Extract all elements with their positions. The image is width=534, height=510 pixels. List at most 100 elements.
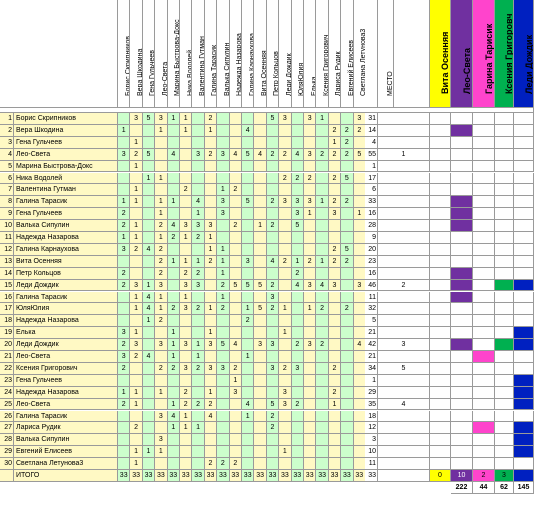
row-number[interactable]: 29 [0, 446, 14, 459]
column-header[interactable]: Надежда Назарова [229, 0, 242, 108]
score-cell[interactable]: 4 [242, 124, 255, 137]
score-cell[interactable] [118, 410, 131, 423]
score-cell[interactable]: 3 [155, 279, 168, 292]
score-cell[interactable]: 1 [167, 113, 180, 125]
score-cell[interactable] [142, 160, 156, 173]
score-cell[interactable]: 1 [130, 220, 143, 232]
score-cell[interactable]: 1 [180, 113, 193, 125]
row-name[interactable]: Гена Гульчеев [14, 208, 118, 221]
score-cell[interactable]: 5 [242, 148, 255, 161]
score-cell[interactable] [118, 291, 131, 304]
mark-cell[interactable] [451, 208, 473, 221]
sum-header[interactable] [365, 0, 378, 108]
score-cell[interactable] [242, 291, 255, 304]
row-sum[interactable]: 35 [365, 398, 378, 411]
mark-cell[interactable] [473, 398, 495, 411]
score-cell[interactable] [328, 458, 342, 470]
score-cell[interactable]: 3 [155, 434, 168, 447]
mark-cell[interactable] [495, 362, 514, 375]
total-cell[interactable]: 33 [242, 470, 255, 482]
total-label[interactable]: ИТОГО [14, 470, 118, 482]
row-number[interactable]: 30 [0, 458, 14, 470]
total-cell[interactable]: 33 [130, 470, 143, 482]
mark-cell[interactable] [514, 243, 534, 256]
mark-cell[interactable] [473, 124, 495, 137]
score-cell[interactable] [316, 386, 329, 399]
column-header[interactable]: Марина Быстрова-Докс [167, 0, 180, 108]
mark-cell[interactable] [473, 113, 495, 125]
row-name[interactable]: Марина Быстрова-Докс [14, 160, 118, 173]
score-cell[interactable] [254, 398, 267, 411]
score-cell[interactable] [167, 291, 180, 304]
score-cell[interactable]: 2 [242, 315, 255, 328]
score-cell[interactable] [167, 208, 180, 221]
mark-cell[interactable] [514, 172, 534, 185]
score-cell[interactable]: 4 [266, 255, 280, 268]
score-cell[interactable]: 1 [192, 339, 205, 351]
mark-cell[interactable] [451, 422, 473, 435]
mark-cell[interactable] [451, 339, 473, 351]
mark-cell[interactable] [451, 136, 473, 149]
summary-total[interactable]: 3 [495, 470, 514, 482]
mark-cell[interactable] [473, 386, 495, 399]
score-cell[interactable] [242, 267, 255, 280]
mark-cell[interactable] [473, 291, 495, 304]
score-cell[interactable] [180, 458, 193, 470]
mark-cell[interactable] [430, 446, 451, 459]
score-cell[interactable] [328, 410, 342, 423]
score-cell[interactable]: 1 [180, 291, 193, 304]
score-cell[interactable] [217, 124, 230, 137]
score-cell[interactable] [266, 232, 280, 244]
mark-cell[interactable] [473, 374, 495, 387]
score-cell[interactable] [167, 184, 180, 197]
score-cell[interactable]: 1 [279, 303, 292, 316]
score-cell[interactable] [142, 196, 156, 209]
score-cell[interactable] [254, 434, 267, 447]
column-header[interactable]: Леди Дождик [279, 0, 292, 108]
score-cell[interactable] [279, 410, 292, 423]
score-cell[interactable]: 1 [279, 446, 292, 459]
row-place[interactable]: 4 [378, 398, 430, 411]
score-cell[interactable]: 3 [291, 362, 304, 375]
score-cell[interactable] [254, 410, 267, 423]
mark-cell[interactable] [430, 136, 451, 149]
mark-cell[interactable] [514, 124, 534, 137]
mark-cell[interactable] [495, 113, 514, 125]
column-header[interactable]: Галина Тарасик [204, 0, 218, 108]
bottom-total[interactable]: 44 [473, 481, 495, 494]
score-cell[interactable]: 2 [204, 113, 218, 125]
mark-cell[interactable] [473, 255, 495, 268]
score-cell[interactable] [328, 267, 342, 280]
mark-cell[interactable] [495, 315, 514, 328]
row-number[interactable]: 1 [0, 113, 14, 125]
mark-cell[interactable] [430, 327, 451, 340]
column-header[interactable]: Гена Гульчеев [142, 0, 156, 108]
bottom-total[interactable]: 222 [451, 481, 473, 494]
row-place[interactable] [378, 303, 430, 316]
score-cell[interactable]: 4 [254, 148, 267, 161]
score-cell[interactable]: 2 [167, 303, 180, 316]
score-cell[interactable] [304, 351, 317, 363]
score-cell[interactable] [304, 374, 317, 387]
score-cell[interactable]: 3 [328, 279, 342, 292]
score-cell[interactable] [279, 315, 292, 328]
score-cell[interactable] [180, 446, 193, 459]
mark-cell[interactable] [495, 148, 514, 161]
score-cell[interactable] [192, 327, 205, 340]
score-cell[interactable] [266, 351, 280, 363]
score-cell[interactable] [304, 184, 317, 197]
score-cell[interactable] [328, 232, 342, 244]
summary-header[interactable]: Вита Осенняя [430, 0, 451, 108]
score-cell[interactable] [167, 172, 180, 185]
row-place[interactable] [378, 327, 430, 340]
score-cell[interactable] [254, 386, 267, 399]
score-cell[interactable]: 2 [180, 398, 193, 411]
row-place[interactable] [378, 351, 430, 363]
row-number[interactable]: 4 [0, 148, 14, 161]
score-cell[interactable]: 2 [229, 184, 242, 197]
score-cell[interactable] [304, 243, 317, 256]
mark-cell[interactable] [495, 458, 514, 470]
score-cell[interactable] [304, 232, 317, 244]
score-cell[interactable]: 2 [155, 362, 168, 375]
score-cell[interactable] [180, 172, 193, 185]
